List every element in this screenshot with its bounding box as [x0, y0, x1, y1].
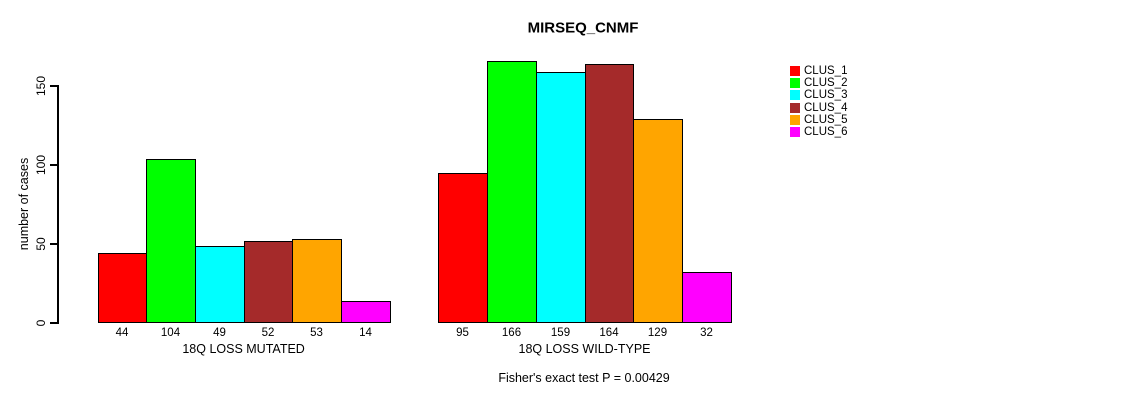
- legend-swatch-clus_5: [790, 114, 800, 125]
- bar-clus_3-group1: [195, 245, 245, 323]
- bar-value-label: 164: [599, 326, 619, 339]
- bar-clus_2-group1: [146, 158, 196, 323]
- legend-label: CLUS_6: [804, 126, 848, 138]
- legend-label: CLUS_3: [804, 89, 848, 102]
- group-label: 18Q LOSS WILD-TYPE: [518, 341, 651, 356]
- bar-clus_4-group1: [244, 240, 293, 323]
- bar-clus_1-group1: [98, 253, 147, 323]
- bar-value-label: 53: [310, 326, 323, 339]
- legend-label: CLUS_5: [804, 113, 848, 126]
- y-tick-label: 50: [34, 237, 48, 251]
- bar-value-label: 14: [359, 326, 372, 339]
- y-axis-label: number of cases: [17, 157, 31, 251]
- bar-value-label: 32: [700, 326, 713, 339]
- bar-clus_6-group2: [682, 272, 732, 323]
- bar-clus_5-group1: [292, 239, 342, 323]
- bar-value-label: 166: [501, 326, 522, 339]
- y-tick-mark: [50, 243, 58, 245]
- legend-swatch-clus_4: [790, 102, 800, 113]
- legend-swatch-clus_2: [790, 78, 800, 89]
- bar-clus_5-group2: [633, 119, 683, 323]
- bar-value-label: 95: [456, 326, 469, 339]
- bar-clus_1-group2: [438, 172, 488, 323]
- y-axis-line: [57, 85, 59, 324]
- legend-swatch-clus_1: [790, 66, 800, 76]
- y-tick-mark: [50, 164, 58, 166]
- y-tick-label: 150: [34, 75, 48, 97]
- bar-value-label: 49: [213, 326, 226, 339]
- bar-clus_2-group2: [487, 60, 537, 323]
- legend-label: CLUS_1: [804, 65, 848, 77]
- bar-value-label: 159: [550, 326, 571, 339]
- legend-label: CLUS_2: [804, 77, 848, 90]
- group-label: 18Q LOSS MUTATED: [182, 341, 305, 356]
- bar-clus_3-group2: [536, 71, 586, 323]
- fisher-test-annotation: Fisher's exact test P = 0.00429: [498, 371, 670, 385]
- bar-value-label: 104: [160, 326, 181, 339]
- y-tick-mark: [50, 322, 58, 324]
- y-tick-label: 100: [34, 154, 48, 176]
- legend-label: CLUS_4: [804, 101, 848, 114]
- legend-swatch-clus_3: [790, 90, 800, 101]
- bar-value-label: 44: [115, 326, 129, 339]
- y-tick-mark: [50, 85, 58, 87]
- bar-value-label: 52: [261, 326, 275, 339]
- bar-clus_4-group2: [585, 63, 634, 323]
- bar-clus_6-group1: [341, 300, 391, 323]
- chart-title: MIRSEQ_CNMF: [527, 19, 639, 37]
- y-tick-label: 0: [34, 319, 48, 327]
- bar-value-label: 129: [647, 326, 668, 339]
- legend-swatch-clus_6: [790, 127, 800, 137]
